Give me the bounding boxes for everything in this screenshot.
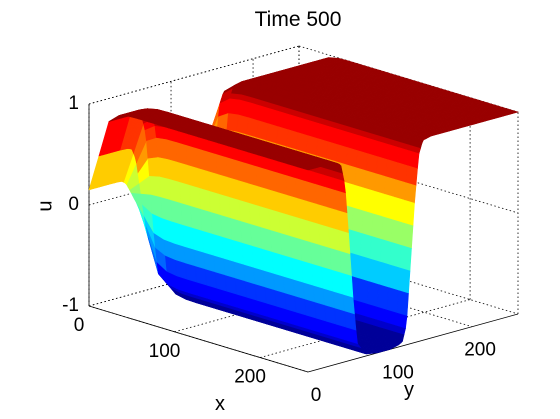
surface-patch <box>147 156 160 177</box>
surface-patch <box>355 150 369 172</box>
surface-patch <box>326 141 339 163</box>
surface-patch <box>246 117 259 139</box>
y-axis-line <box>307 313 519 373</box>
surface-patch <box>398 267 411 294</box>
surface-patch <box>339 250 352 276</box>
surface-patch <box>382 193 395 221</box>
surface-patch <box>316 138 329 160</box>
surface-patch <box>356 278 369 305</box>
surface-patch <box>335 189 348 214</box>
surface-patch <box>345 147 359 169</box>
surface-patch <box>365 153 379 175</box>
surface-patch <box>364 170 377 192</box>
surface-patch <box>338 229 351 255</box>
x-axis-label: x <box>215 393 225 415</box>
surface-patch <box>349 230 363 257</box>
z-tick-label: -1 <box>62 295 79 316</box>
surface-patch <box>351 207 364 234</box>
surface-plot <box>88 57 520 355</box>
surface-patch <box>391 219 404 246</box>
surface-patch <box>359 233 372 260</box>
surface-patch <box>352 184 366 212</box>
surface-patch <box>381 216 394 243</box>
surface-patch <box>146 137 159 159</box>
surface-patch <box>344 164 357 186</box>
surface-patch <box>156 137 169 160</box>
surface-patch <box>336 144 349 166</box>
surface-patch <box>375 156 388 178</box>
surface-patch <box>296 166 311 171</box>
x-tick-label: 200 <box>234 367 266 388</box>
surface-patch <box>378 261 391 288</box>
surface-patch <box>149 175 162 198</box>
surface-patch <box>296 132 309 154</box>
surface-patch <box>256 120 269 142</box>
y-tick-label: 100 <box>382 362 414 383</box>
y-tick-label: 200 <box>464 340 496 361</box>
z-axis-label: u <box>34 200 56 211</box>
surface-patch <box>405 165 418 187</box>
surface-patch <box>396 290 409 317</box>
surface-patch <box>374 173 387 195</box>
surface-patch <box>369 236 382 263</box>
surface-patch <box>236 114 249 136</box>
surface-patch <box>388 264 401 291</box>
z-tick-label: 0 <box>68 194 79 215</box>
y-axis-label: y <box>404 379 414 401</box>
surface-patch <box>389 242 402 269</box>
chart-title: Time 500 <box>255 8 342 31</box>
surface-patch <box>266 123 279 145</box>
surface-patch <box>386 287 399 314</box>
surface-patch <box>371 213 384 240</box>
surface-patch <box>358 255 371 282</box>
surface-patch <box>394 179 407 201</box>
surface-patch <box>368 258 381 285</box>
surface-patch <box>399 245 412 272</box>
surface-patch <box>372 190 385 218</box>
surface-patch <box>226 113 239 133</box>
surface-patch <box>362 187 375 215</box>
surface-patch <box>392 196 405 224</box>
surface-patch <box>361 210 374 237</box>
surface-patch <box>379 239 392 266</box>
x-axis-line <box>88 305 309 373</box>
surface-patch <box>384 176 397 198</box>
surface-patch <box>286 129 299 151</box>
surface-patch <box>228 98 241 116</box>
surface-patch <box>366 281 379 308</box>
surface-patch <box>404 182 417 204</box>
surface-patch <box>276 126 289 148</box>
z-tick-label: 1 <box>68 93 79 114</box>
surface-patch <box>401 222 414 249</box>
surface-patch <box>402 199 415 227</box>
surface-patch <box>376 284 389 311</box>
surface-patch <box>154 125 167 140</box>
surface-patch <box>341 272 354 298</box>
surface-patch <box>336 209 349 234</box>
surface-patch <box>395 162 408 184</box>
surface-patch <box>306 135 319 157</box>
surface-patch <box>385 159 398 181</box>
grid-line <box>88 45 300 105</box>
y-tick-label: 0 <box>311 385 322 406</box>
surface-patch <box>157 156 170 180</box>
x-tick-label: 0 <box>74 315 85 336</box>
x-tick-label: 100 <box>149 341 181 362</box>
surface-patch <box>237 99 251 119</box>
surface-patch <box>354 167 367 189</box>
